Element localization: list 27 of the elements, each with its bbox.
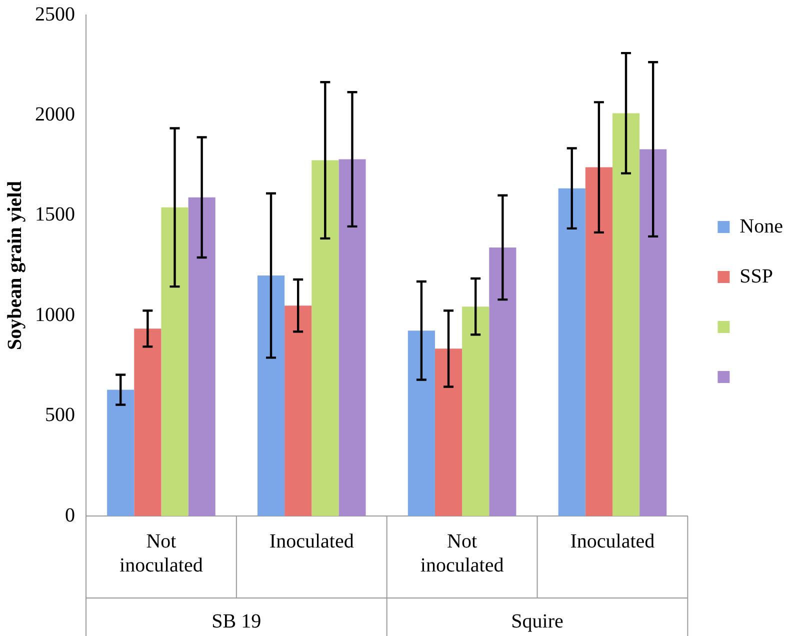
y-tick-label: 2000 xyxy=(35,103,75,126)
y-tick-label: 1000 xyxy=(35,304,75,326)
y-axis-title: Soybean grain yield xyxy=(4,181,26,350)
legend-label: SSP xyxy=(740,265,774,288)
bar xyxy=(558,188,586,516)
text: SB 19 xyxy=(212,610,262,632)
bar xyxy=(134,328,162,516)
bar xyxy=(161,207,188,516)
bar xyxy=(640,149,667,516)
bar xyxy=(188,197,216,516)
bar xyxy=(284,306,312,516)
bar xyxy=(408,330,435,516)
bar xyxy=(462,306,490,516)
y-tick-label: 1500 xyxy=(35,204,75,226)
bar xyxy=(107,390,134,516)
y-tick-label: 500 xyxy=(45,404,75,426)
bar xyxy=(312,160,339,516)
bar xyxy=(489,247,516,516)
bar xyxy=(612,113,640,516)
legend-label: None xyxy=(740,215,784,238)
bar xyxy=(434,348,462,516)
bar xyxy=(257,276,285,516)
bar xyxy=(585,167,612,516)
y-tick-label: 0 xyxy=(65,504,75,526)
text: Squire xyxy=(511,610,564,632)
y-tick-label: 2500 xyxy=(35,3,75,26)
bar xyxy=(338,159,366,516)
